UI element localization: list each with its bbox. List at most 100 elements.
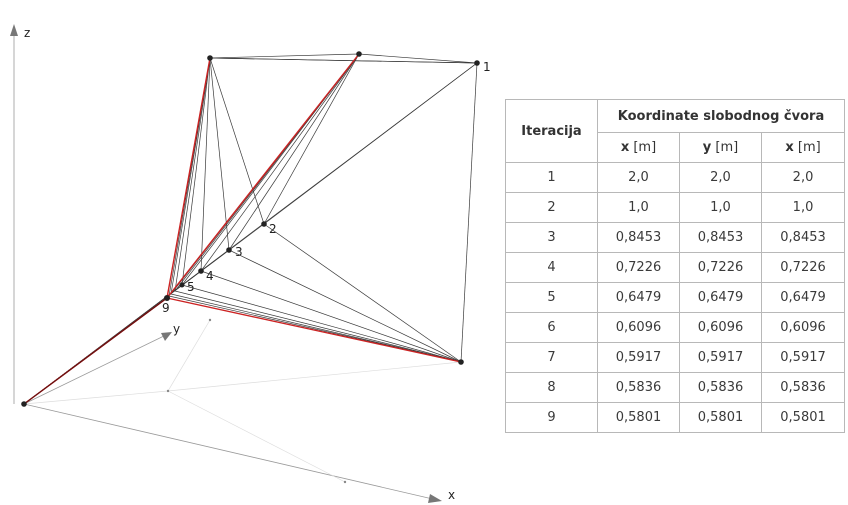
bar <box>228 53 360 251</box>
bar <box>209 57 478 64</box>
bar <box>174 290 462 363</box>
table-row: 8 0,5836 0,5836 0,5836 <box>505 372 846 403</box>
x-axis-label: x <box>448 488 455 502</box>
table-row: 4 0,7226 0,7226 0,7226 <box>505 252 846 283</box>
column-unit: [m] <box>629 140 657 155</box>
bar <box>174 57 211 292</box>
table-cell: 8 <box>505 372 598 403</box>
y-arrow-icon <box>161 332 172 341</box>
bar <box>200 57 211 272</box>
table-cell: 2,0 <box>679 162 762 193</box>
table-cell: 0,5917 <box>760 342 846 373</box>
z-arrow-icon <box>10 24 18 36</box>
table-cell: 0,5836 <box>760 372 846 403</box>
bar <box>228 249 462 363</box>
table-cell: 4 <box>505 252 598 283</box>
table-cell: 0,5801 <box>760 402 846 433</box>
table-cell: 2,0 <box>760 162 846 193</box>
ground-line <box>167 361 462 392</box>
ground-projection <box>23 319 462 483</box>
table-cell: 0,8453 <box>679 222 762 253</box>
table-cell: 2 <box>505 192 598 223</box>
table-cell: 0,6479 <box>760 282 846 313</box>
column-symbol: x <box>785 140 794 155</box>
axes <box>13 30 438 501</box>
node-5 <box>179 282 185 288</box>
table-cell: 0,5917 <box>597 342 680 373</box>
table-cell: 3 <box>505 222 598 253</box>
table-row: 3 0,8453 0,8453 0,8453 <box>505 222 846 253</box>
node-label: 9 <box>162 301 170 315</box>
node-label: 3 <box>235 245 243 259</box>
column-header: x [m] <box>597 132 680 163</box>
table-cell: 0,5836 <box>597 372 680 403</box>
table-cell: 2,0 <box>597 162 680 193</box>
table-row: 7 0,5917 0,5917 0,5917 <box>505 342 846 373</box>
table-cell: 0,7226 <box>597 252 680 283</box>
bar <box>181 284 462 363</box>
bar <box>181 57 211 286</box>
iteration-table: Iteracija Koordinate slobodnog čvora x [… <box>505 99 846 433</box>
bar <box>170 293 462 363</box>
support-node <box>458 359 464 365</box>
y-axis <box>23 333 169 405</box>
iteration-bars <box>23 53 478 405</box>
table-row: 2 1,0 1,0 1,0 <box>505 192 846 223</box>
nodes <box>21 51 480 484</box>
column-header: x [m] <box>760 132 846 163</box>
bar <box>209 57 230 251</box>
bar <box>263 53 360 225</box>
y-axis-label: y <box>173 322 180 336</box>
table-cell: 0,6479 <box>679 282 762 313</box>
table-cell: 0,5801 <box>679 402 762 433</box>
table-cell: 0,5836 <box>679 372 762 403</box>
table-cell: 0,8453 <box>760 222 846 253</box>
axis-arrowheads <box>10 24 442 503</box>
final-bar <box>166 53 360 299</box>
table-row: 5 0,6479 0,6479 0,6479 <box>505 282 846 313</box>
table-cell: 0,6096 <box>679 312 762 343</box>
support-node <box>21 401 27 407</box>
bar <box>263 62 478 225</box>
table-cell: 1,0 <box>679 192 762 223</box>
node-label: 1 <box>483 60 491 74</box>
table-cell: 5 <box>505 282 598 313</box>
table-cell: 9 <box>505 402 598 433</box>
table-cell: 0,5917 <box>679 342 762 373</box>
table-row: 9 0,5801 0,5801 0,5801 <box>505 402 846 433</box>
final-bar <box>166 297 462 363</box>
truss-diagram: z y x <box>10 24 491 503</box>
x-axis <box>23 403 438 501</box>
ground-line <box>167 390 346 483</box>
bar <box>209 53 360 59</box>
ground-line <box>23 390 169 405</box>
final-configuration <box>23 53 462 405</box>
final-bar <box>166 57 211 299</box>
table-cell: 0,6096 <box>597 312 680 343</box>
column-header: y [m] <box>679 132 762 163</box>
table-cell: 1,0 <box>597 192 680 223</box>
table-cell: 0,7226 <box>679 252 762 283</box>
coordinates-header: Koordinate slobodnog čvora <box>596 99 846 133</box>
ground-point <box>343 480 347 484</box>
ground-point <box>166 389 170 393</box>
table-cell: 0,8453 <box>597 222 680 253</box>
node-4 <box>198 268 204 274</box>
z-axis-label: z <box>24 26 30 40</box>
table-row: 6 0,6096 0,6096 0,6096 <box>505 312 846 343</box>
x-arrow-icon <box>428 494 442 503</box>
table-row: 1 2,0 2,0 2,0 <box>505 162 846 193</box>
node-9 <box>164 295 170 301</box>
table-cell: 0,6479 <box>597 282 680 313</box>
bar <box>358 53 478 64</box>
table-cell: 1 <box>505 162 598 193</box>
ground-point <box>208 318 212 322</box>
column-unit: [m] <box>711 140 739 155</box>
table-cell: 0,5801 <box>597 402 680 433</box>
node-1 <box>474 60 480 66</box>
column-symbol: y <box>702 140 712 155</box>
table-cell: 1,0 <box>760 192 846 223</box>
table-cell: 0,6096 <box>760 312 846 343</box>
node-label: 2 <box>269 222 277 236</box>
table-cell: 6 <box>505 312 598 343</box>
